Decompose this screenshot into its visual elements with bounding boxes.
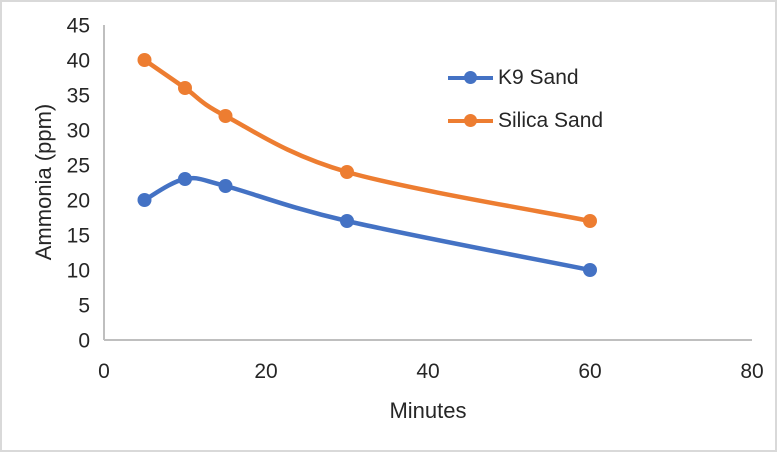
y-tick-label: 40 — [67, 50, 90, 73]
y-tick-label: 25 — [67, 155, 90, 178]
data-point-silica-sand — [137, 53, 152, 67]
data-point-k9-sand — [137, 193, 152, 207]
legend-label-silica-sand: Silica Sand — [498, 108, 604, 132]
x-tick-label: 40 — [416, 360, 439, 383]
y-tick-label: 0 — [78, 330, 90, 353]
data-point-k9-sand — [340, 214, 354, 228]
data-point-k9-sand — [178, 172, 192, 186]
k9-sand-series-marker-icon — [448, 70, 493, 85]
data-point-silica-sand — [218, 109, 233, 123]
x-tick-label: 60 — [578, 360, 601, 383]
x-tick-label: 0 — [98, 360, 110, 383]
y-tick-label: 10 — [67, 260, 90, 283]
y-tick-label: 15 — [67, 225, 90, 248]
x-axis-title: Minutes — [389, 398, 467, 423]
data-point-k9-sand — [218, 179, 233, 193]
y-tick-label: 30 — [67, 120, 90, 143]
x-tick-label: 80 — [740, 360, 763, 383]
data-point-silica-sand — [178, 81, 192, 95]
silica-sand-series-marker-icon — [448, 113, 493, 128]
legend-label-k9-sand: K9 Sand — [498, 65, 579, 89]
series-line-k9-sand — [142, 175, 593, 273]
y-tick-label: 20 — [67, 190, 90, 213]
y-axis-title: Ammonia (ppm) — [31, 103, 56, 261]
data-point-silica-sand — [340, 165, 354, 179]
data-point-silica-sand — [583, 214, 597, 228]
y-tick-label: 35 — [67, 85, 90, 108]
legend: K9 Sand Silica Sand — [448, 56, 603, 142]
y-tick-label: 45 — [67, 15, 90, 38]
x-tick-label: 20 — [254, 360, 277, 383]
legend-item-k9-sand: K9 Sand — [448, 56, 603, 99]
data-point-k9-sand — [583, 263, 597, 277]
legend-item-silica-sand: Silica Sand — [448, 99, 603, 142]
y-tick-label: 5 — [78, 295, 90, 318]
